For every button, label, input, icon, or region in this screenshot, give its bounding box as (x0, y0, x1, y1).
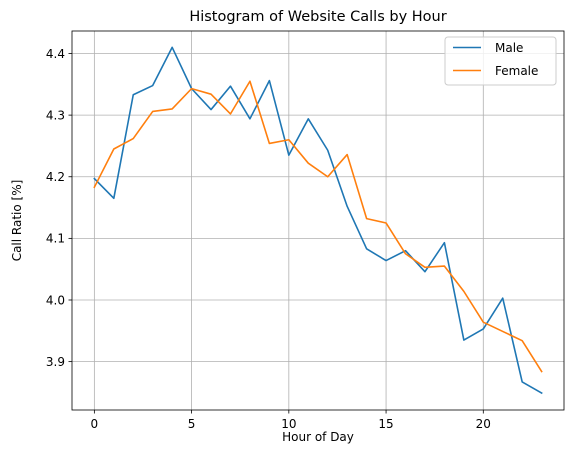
x-axis-label: Hour of Day (282, 430, 354, 444)
series-line-male (93, 46, 543, 395)
x-tick-label: 0 (91, 417, 99, 431)
x-tick-label: 20 (476, 417, 491, 431)
chart-title: Histogram of Website Calls by Hour (189, 9, 446, 25)
y-axis-ticks: 3.9 4.0 4.1 4.2 4.3 4.4 (46, 47, 72, 369)
x-tick-label: 5 (188, 417, 196, 431)
series-line-female (93, 80, 543, 373)
y-tick-label: 4.2 (46, 170, 65, 184)
y-tick-label: 3.9 (46, 355, 65, 369)
plot-frame (71, 30, 565, 411)
y-tick-label: 4.0 (46, 293, 65, 307)
series-group (93, 46, 543, 395)
x-tick-label: 15 (378, 417, 393, 431)
y-tick-label: 4.1 (46, 232, 65, 246)
legend-frame (444, 36, 557, 86)
y-axis-label: Call Ratio [%] (10, 180, 24, 262)
grid (72, 31, 564, 410)
legend-label-male: Male (495, 41, 523, 55)
legend: Male Female (444, 36, 557, 86)
y-tick-label: 4.4 (46, 47, 65, 61)
y-tick-label: 4.3 (46, 108, 65, 122)
legend-label-female: Female (495, 64, 538, 78)
x-tick-label: 10 (281, 417, 296, 431)
x-axis-ticks: 0 5 10 15 20 (91, 410, 491, 431)
